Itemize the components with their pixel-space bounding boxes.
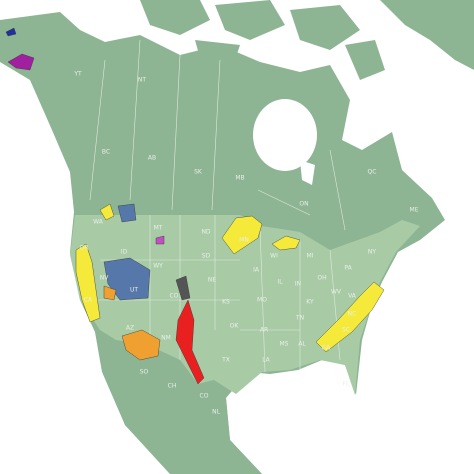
region-label: KS <box>222 299 230 306</box>
region-label: IN <box>295 281 301 288</box>
region-label: MI <box>307 253 314 260</box>
region-label: NY <box>368 249 376 256</box>
region-label: LA <box>262 357 270 364</box>
region-label: NT <box>138 77 146 84</box>
region-label: OR <box>80 245 89 252</box>
region-label: CO <box>200 393 209 400</box>
region-label: OK <box>230 323 240 330</box>
region-label: IA <box>253 267 260 274</box>
region-label: SD <box>202 253 211 260</box>
region-label: QC <box>368 169 377 176</box>
region-label: MB <box>235 175 244 182</box>
region-label: YT <box>73 71 82 78</box>
region-label: VA <box>348 293 357 300</box>
region-label: CO <box>170 293 179 300</box>
region-label: CA <box>84 297 93 304</box>
region-label: AL <box>298 341 306 348</box>
geologic-regions <box>5 27 385 385</box>
region-label: MT <box>154 225 163 232</box>
region-label: TN <box>295 315 304 322</box>
arctic-islands <box>140 0 385 80</box>
region-label: NC <box>348 311 357 318</box>
region-label: AZ <box>126 325 134 332</box>
mexico <box>104 340 262 474</box>
region-label: IL <box>277 279 283 286</box>
region-labels: YT NT BC AB SK MB ON QC WA OR CA NV ID M… <box>73 71 418 416</box>
region-label: WA <box>93 219 104 226</box>
region-label: WY <box>153 263 163 270</box>
region-label: MN <box>239 237 249 244</box>
region-label: ND <box>201 229 210 236</box>
region-label: AB <box>148 155 156 162</box>
region-label: TX <box>221 357 230 364</box>
region-label: SK <box>194 169 203 176</box>
region-label: WV <box>331 289 342 296</box>
region-label: FL <box>343 381 350 388</box>
region-label: CH <box>168 383 177 390</box>
region-label: PA <box>344 265 352 272</box>
region-label: NV <box>100 275 109 282</box>
region-label: MS <box>280 341 289 348</box>
region-label: ME <box>410 207 419 214</box>
region-label: NL <box>212 409 220 416</box>
james-bay <box>300 160 315 185</box>
region-label: UT <box>130 287 138 294</box>
region-label: NE <box>208 277 216 284</box>
region-label: NM <box>161 335 171 342</box>
region-label: BC <box>102 149 110 156</box>
region-label: AR <box>260 327 268 334</box>
region-label: SO <box>140 369 149 376</box>
region-label: GA <box>322 345 332 352</box>
region-label: ON <box>299 201 308 208</box>
region-label: KY <box>306 299 314 306</box>
region-label: SC <box>342 327 350 334</box>
region-label: OH <box>317 275 326 282</box>
region-label: WI <box>270 253 278 260</box>
region-label: MO <box>257 297 267 304</box>
region-label: ID <box>121 249 128 256</box>
greenland <box>380 0 474 70</box>
hudson-bay <box>253 99 317 171</box>
